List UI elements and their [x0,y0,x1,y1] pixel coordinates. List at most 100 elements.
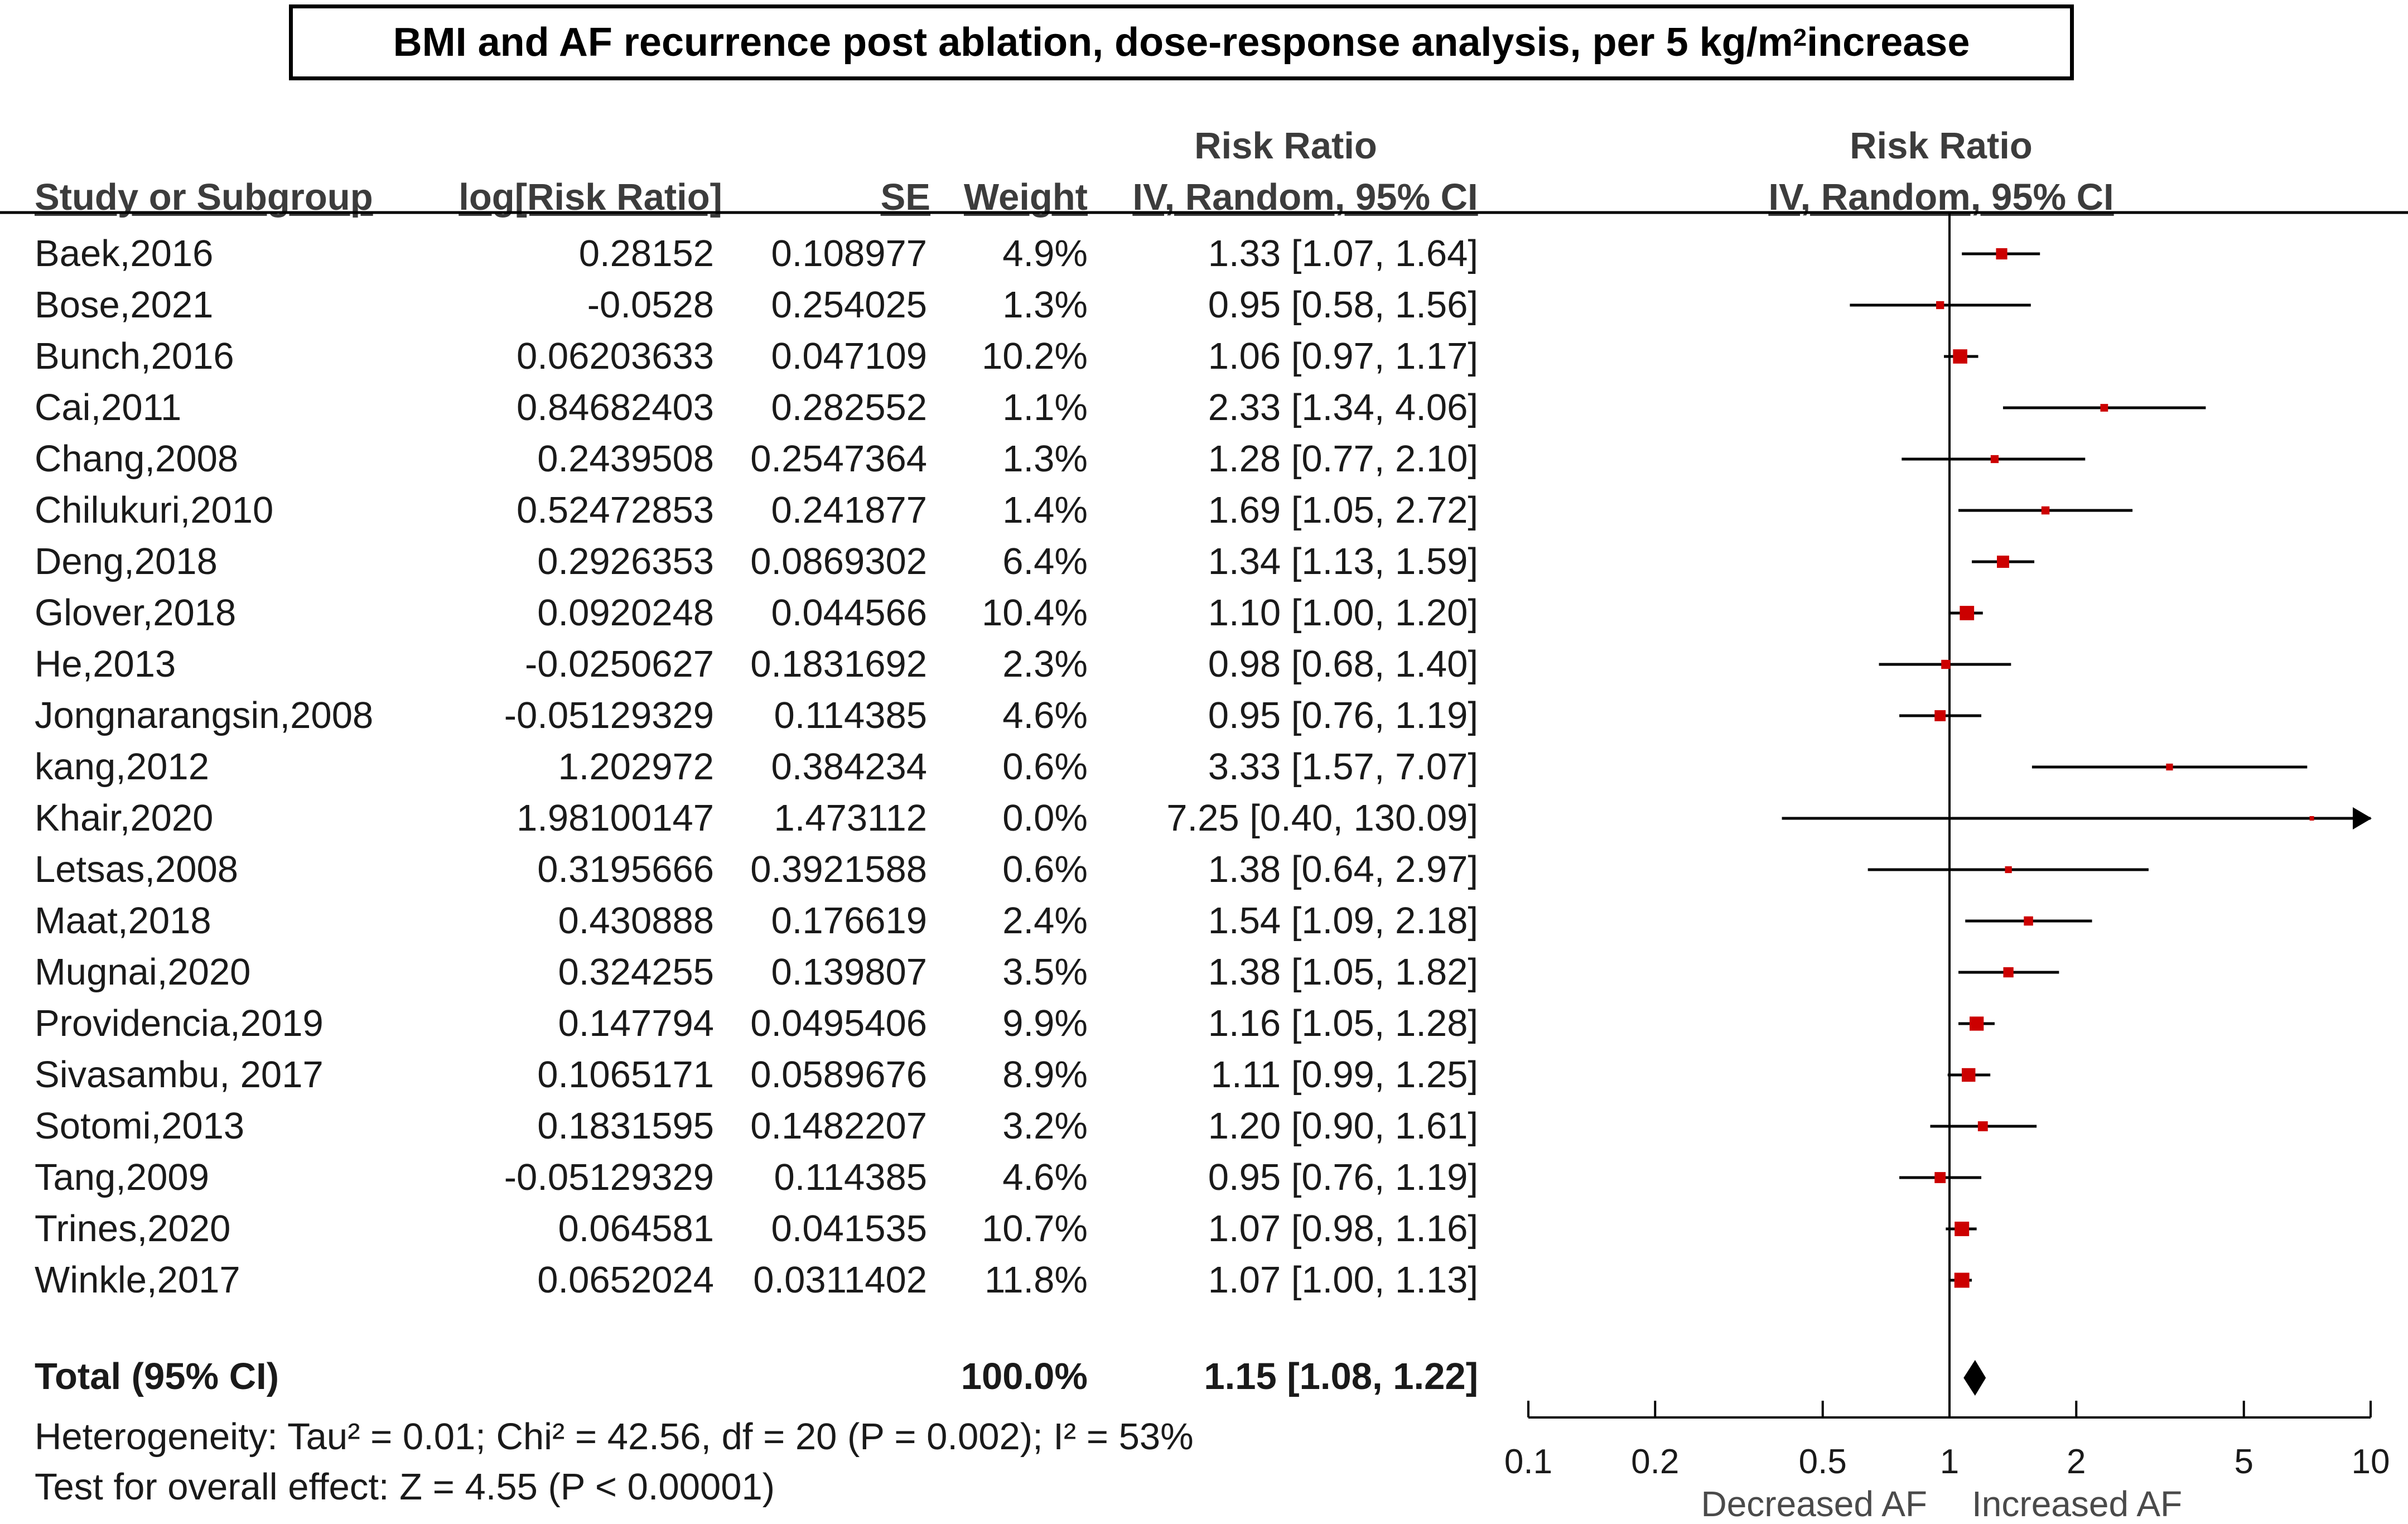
study-logrr: -0.05129329 [504,695,714,736]
study-se: 0.2547364 [750,438,927,480]
study-name: Deng,2018 [35,541,218,582]
study-se: 0.1482207 [750,1105,927,1147]
study-se: 0.114385 [774,1156,927,1198]
axis-label-decreased: Decreased AF [1701,1484,1927,1524]
study-logrr: 0.324255 [558,951,714,993]
study-name: Sivasambu, 2017 [35,1054,324,1096]
study-weight: 0.6% [1002,848,1088,890]
x-tick-label: 2 [2067,1443,2086,1481]
study-name: Winkle,2017 [35,1259,240,1301]
study-name: Glover,2018 [35,592,237,634]
study-point [2003,967,2014,978]
study-point [1955,1222,1970,1236]
study-weight: 4.9% [1002,233,1088,274]
study-name: Trines,2020 [35,1208,231,1250]
study-name: Khair,2020 [35,797,214,839]
total-diamond [1963,1360,1986,1396]
study-se: 0.041535 [771,1208,927,1250]
header-risk-ratio-right: Risk Ratio [1850,125,2033,167]
study-name: kang,2012 [35,746,209,788]
study-name: Sotomi,2013 [35,1105,245,1147]
study-name: Chilukuri,2010 [35,489,274,531]
study-se: 0.044566 [771,592,927,634]
study-se: 0.0311402 [753,1259,927,1301]
study-point [1997,556,2009,568]
study-weight: 10.4% [982,592,1088,634]
study-point [1970,1016,1984,1031]
study-ci: 1.07 [1.00, 1.13] [1208,1259,1478,1301]
study-se: 0.047109 [771,335,927,377]
chart-title-text: BMI and AF recurrence post ablation, dos… [393,20,1793,65]
study-point [1962,1068,1976,1082]
study-logrr: 0.0652024 [537,1259,714,1301]
axis-label-increased: Increased AF [1972,1484,2182,1524]
study-logrr: 1.98100147 [517,797,714,839]
study-name: Bose,2021 [35,284,214,326]
overall-effect-text: Test for overall effect: Z = 4.55 (P < 0… [35,1466,775,1508]
study-logrr: 0.1831595 [537,1105,714,1147]
study-weight: 8.9% [1002,1054,1088,1096]
study-ci: 1.38 [1.05, 1.82] [1208,951,1478,993]
study-weight: 11.8% [984,1259,1088,1301]
study-weight: 3.5% [1002,951,1088,993]
study-se: 0.3921588 [750,848,927,890]
study-se: 0.0495406 [750,1002,927,1044]
study-logrr: 0.84682403 [517,387,714,428]
study-logrr: 0.1065171 [537,1054,714,1096]
study-weight: 1.4% [1002,489,1088,531]
study-point [2024,916,2033,926]
study-logrr: 0.3195666 [537,848,714,890]
study-name: Mugnai,2020 [35,951,251,993]
study-logrr: -0.0250627 [524,643,714,685]
chart-title: BMI and AF recurrence post ablation, dos… [289,4,2074,80]
x-tick-label: 10 [2352,1443,2390,1481]
chart-title-sup: 2 [1793,24,1807,51]
study-se: 0.384234 [771,746,927,788]
x-tick-label: 5 [2234,1443,2253,1481]
study-ci: 1.10 [1.00, 1.20] [1208,592,1478,634]
study-point [1996,248,2008,260]
study-logrr: -0.0528 [587,284,714,326]
study-ci: 7.25 [0.40, 130.09] [1166,797,1478,839]
study-point [1953,349,1967,364]
study-point [1934,1172,1946,1183]
study-se: 0.176619 [771,900,927,942]
study-ci: 1.54 [1.09, 2.18] [1208,900,1478,942]
study-logrr: 0.430888 [558,900,714,942]
study-se: 0.139807 [771,951,927,993]
study-point [2005,866,2012,874]
study-name: Baek,2016 [35,233,214,274]
study-ci: 1.20 [0.90, 1.61] [1208,1105,1478,1147]
study-point [2309,816,2314,821]
ci-arrow-right [2353,807,2372,829]
study-name: Chang,2008 [35,438,239,480]
study-se: 0.241877 [771,489,927,531]
study-ci: 1.69 [1.05, 2.72] [1208,489,1478,531]
study-point [2166,763,2173,771]
study-weight: 1.1% [1002,387,1088,428]
study-weight: 0.0% [1002,797,1088,839]
study-weight: 10.7% [982,1208,1088,1250]
study-name: Bunch,2016 [35,335,234,377]
study-se: 0.0869302 [750,541,927,582]
study-weight: 6.4% [1002,541,1088,582]
study-point [1934,710,1946,721]
study-point [1960,606,1975,620]
study-ci: 0.95 [0.76, 1.19] [1208,1156,1478,1198]
study-ci: 1.38 [0.64, 2.97] [1208,848,1478,890]
study-logrr: 0.064581 [558,1208,714,1250]
study-ci: 1.28 [0.77, 2.10] [1208,438,1478,480]
study-logrr: 0.2439508 [537,438,714,480]
study-ci: 2.33 [1.34, 4.06] [1208,387,1478,428]
study-ci: 0.95 [0.58, 1.56] [1208,284,1478,326]
study-point [1977,1121,1988,1131]
study-logrr: 1.202972 [558,746,714,788]
study-point [1941,659,1951,669]
header-risk-ratio-left: Risk Ratio [1194,125,1377,167]
study-name: Maat,2018 [35,900,211,942]
study-logrr: 0.0920248 [537,592,714,634]
x-tick-label: 1 [1940,1443,1959,1481]
study-se: 0.108977 [771,233,927,274]
study-se: 0.0589676 [750,1054,927,1096]
